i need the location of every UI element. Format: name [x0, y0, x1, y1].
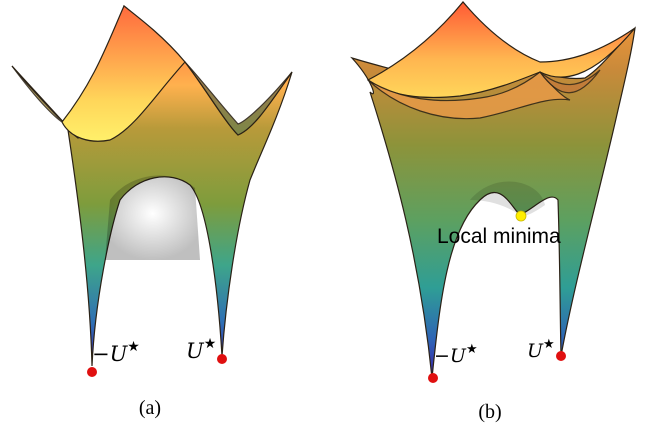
- panel-a: −U★ U★ (a): [11, 4, 293, 419]
- surface-b-right-rim: [539, 69, 601, 94]
- surface-b-depression-shade: [470, 181, 545, 216]
- local-minimum-point: [515, 210, 527, 222]
- label-neg-u-star-a: −U★: [92, 339, 140, 366]
- surface-a-arch-shade: [105, 175, 200, 260]
- surface-a-right-wing: [184, 61, 293, 136]
- surface-a-left-rim: [11, 65, 63, 123]
- panel-b: Local minima −U★ U★ (b): [350, 1, 636, 423]
- minimum-point-neg-a: [87, 367, 97, 377]
- label-neg-u-star-b: −U★: [434, 342, 478, 367]
- caption-a: (a): [139, 397, 161, 419]
- caption-b: (b): [478, 401, 501, 423]
- label-pos-u-star-a: U★: [186, 336, 216, 363]
- surface-a-top-face: [61, 5, 186, 142]
- surface-b-front-rim: [367, 71, 571, 120]
- minimum-point-neg-b: [428, 373, 438, 383]
- minimum-point-pos-b: [556, 351, 566, 361]
- label-pos-u-star-b: U★: [527, 337, 555, 362]
- minimum-point-pos-a: [217, 354, 227, 364]
- label-local-minima: Local minima: [437, 225, 561, 248]
